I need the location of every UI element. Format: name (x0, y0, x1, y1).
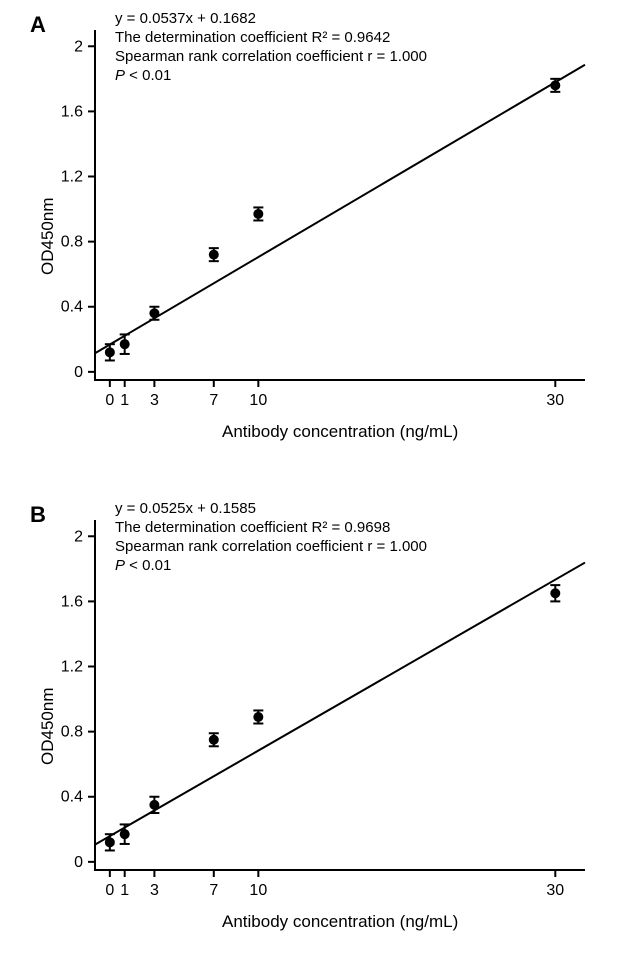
figure-root: Ay = 0.0537x + 0.1682The determination c… (0, 0, 630, 967)
panel-A: Ay = 0.0537x + 0.1682The determination c… (0, 0, 630, 470)
data-point (550, 80, 560, 90)
data-point (550, 588, 560, 598)
data-point (105, 837, 115, 847)
y-tick-label: 1.6 (61, 593, 83, 610)
x-tick-label: 10 (249, 882, 267, 899)
data-point (253, 209, 263, 219)
data-point (149, 308, 159, 318)
y-tick-label: 2 (74, 528, 83, 545)
plot-svg: 00.40.81.21.6201371030 (35, 510, 605, 930)
regression-line (95, 65, 585, 353)
data-point (120, 829, 130, 839)
x-tick-label: 30 (546, 882, 564, 899)
x-tick-label: 7 (209, 882, 218, 899)
y-tick-label: 0.8 (61, 724, 83, 741)
axis-lines (95, 520, 585, 870)
y-tick-label: 1.2 (61, 169, 83, 186)
y-axis-label: OD450nm (38, 198, 58, 275)
x-tick-label: 0 (105, 882, 114, 899)
y-tick-label: 0.4 (61, 299, 83, 316)
x-tick-label: 30 (546, 392, 564, 409)
data-point (149, 800, 159, 810)
plot-svg: 00.40.81.21.6201371030 (35, 20, 605, 440)
x-tick-label: 10 (249, 392, 267, 409)
y-tick-label: 0 (74, 854, 83, 871)
data-point (209, 735, 219, 745)
y-tick-label: 1.6 (61, 103, 83, 120)
panel-B: By = 0.0525x + 0.1585The determination c… (0, 490, 630, 960)
x-axis-label: Antibody concentration (ng/mL) (222, 422, 458, 442)
y-tick-label: 0.8 (61, 234, 83, 251)
data-point (209, 250, 219, 260)
data-point (105, 347, 115, 357)
x-tick-label: 1 (120, 882, 129, 899)
y-axis-label: OD450nm (38, 688, 58, 765)
x-tick-label: 3 (150, 882, 159, 899)
data-point (120, 339, 130, 349)
x-tick-label: 0 (105, 392, 114, 409)
x-axis-label: Antibody concentration (ng/mL) (222, 912, 458, 932)
regression-line (95, 563, 585, 845)
x-tick-label: 1 (120, 392, 129, 409)
y-tick-label: 1.2 (61, 659, 83, 676)
x-tick-label: 3 (150, 392, 159, 409)
data-point (253, 712, 263, 722)
y-tick-label: 0.4 (61, 789, 83, 806)
x-tick-label: 7 (209, 392, 218, 409)
y-tick-label: 0 (74, 364, 83, 381)
axis-lines (95, 30, 585, 380)
y-tick-label: 2 (74, 38, 83, 55)
